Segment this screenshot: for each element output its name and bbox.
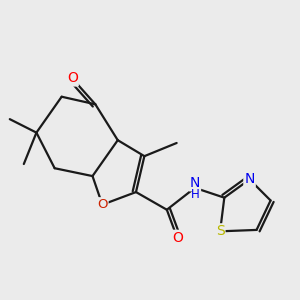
- Text: H: H: [190, 188, 199, 200]
- Text: O: O: [172, 231, 183, 245]
- Text: O: O: [67, 71, 78, 85]
- Text: N: N: [190, 176, 200, 190]
- Text: N: N: [244, 172, 255, 186]
- Text: O: O: [97, 198, 108, 211]
- Text: S: S: [216, 224, 224, 238]
